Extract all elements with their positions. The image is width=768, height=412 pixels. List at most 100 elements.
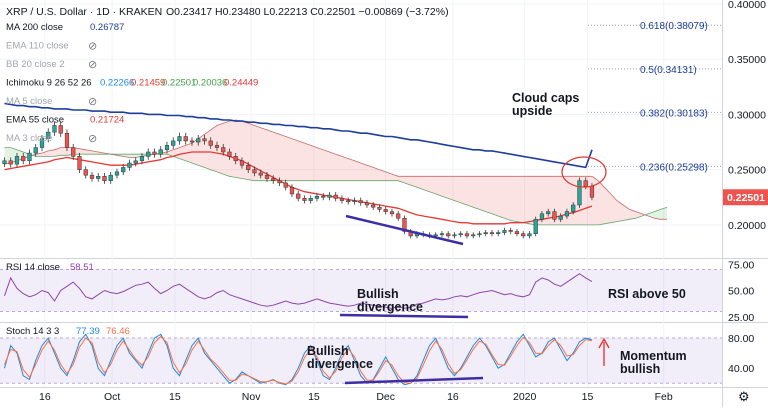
candle-body xyxy=(521,233,526,237)
candle-body xyxy=(171,140,176,146)
ichimoku-value-3: 0.20036 xyxy=(193,78,227,89)
current-price-tag xyxy=(723,189,768,206)
candle-body xyxy=(233,156,238,162)
annotation-momentum-2: bullish xyxy=(620,362,660,376)
indicator-label-5: EMA 55 close xyxy=(6,115,64,126)
candle-body xyxy=(446,233,451,237)
candle-body xyxy=(577,180,582,206)
candle-body xyxy=(364,202,370,206)
candle-body xyxy=(539,213,545,220)
annotation-stoch-div-2: divergence xyxy=(307,357,373,371)
candle-body xyxy=(458,233,463,236)
rsi-legend-value: 58.51 xyxy=(70,262,94,273)
settings-gear-icon: ⚙ xyxy=(738,389,750,404)
indicator-label-2: BB 20 close 2 xyxy=(6,59,65,70)
stoch-tick-label-1: 40.00 xyxy=(728,363,754,375)
candle-body xyxy=(77,156,82,170)
annotation-cloud-2: upside xyxy=(512,104,552,118)
candle-body xyxy=(33,147,38,154)
ichimoku-span-b xyxy=(4,147,668,226)
hidden-eye-icon-6: ⊘ xyxy=(88,133,97,145)
candle-body xyxy=(383,209,388,212)
axes-layer: 16 Oct 15 Nov 15 Dec 16 2020 15 Feb 0.40000 0.35000… xyxy=(39,0,768,404)
candle-body xyxy=(489,232,495,234)
candle-body xyxy=(514,231,520,234)
ichimoku-cloud-0 xyxy=(4,147,36,165)
stoch-divergence-line xyxy=(344,376,484,385)
candle-body xyxy=(352,200,357,202)
candle-body xyxy=(208,140,213,146)
price-tick-label-0: 0.40000 xyxy=(728,0,766,11)
candle-body xyxy=(127,162,132,168)
candle-body xyxy=(477,233,482,236)
candle-body xyxy=(214,145,220,148)
candle-body xyxy=(8,160,13,165)
indicator-label-3: Ichimoku 9 26 52 26 xyxy=(6,78,92,89)
candle-body xyxy=(52,125,57,133)
ohlc-readout: O0.23417 H0.23480 L0.22213 C0.22501 −0.0… xyxy=(166,6,449,18)
highlight-circle xyxy=(561,156,607,188)
candle-body xyxy=(27,152,32,162)
x-tick-label-4: 15 xyxy=(308,391,320,403)
ichimoku-value-0: 0.22266 xyxy=(100,78,134,89)
candle-body xyxy=(58,125,63,134)
candle-body xyxy=(508,230,513,232)
ichimoku-value-4: 0.24449 xyxy=(224,78,258,89)
price-tick-label-1: 0.35000 xyxy=(728,54,766,66)
annotation-momentum-1: Momentum xyxy=(620,349,687,363)
indicator-value-5: 0.21724 xyxy=(90,115,124,126)
stoch-legend-d: 76.46 xyxy=(106,326,130,337)
candle-body xyxy=(114,171,120,176)
candle-body xyxy=(189,140,195,143)
stoch-legend-label: Stoch 14 3 3 xyxy=(6,326,59,337)
candle-body xyxy=(452,234,457,237)
candle-body xyxy=(89,174,95,179)
x-tick-label-8: 15 xyxy=(582,391,594,403)
candle-body xyxy=(346,200,351,202)
x-tick-label-2: 15 xyxy=(169,391,181,403)
candle-body xyxy=(546,211,551,215)
candle-body xyxy=(139,156,145,162)
annotation-stoch-div-1: Bullish xyxy=(307,344,349,358)
legend-layer: XRP / U.S. Dollar · 1D · KRAKEN O0.23417… xyxy=(6,6,449,337)
x-tick-label-7: 2020 xyxy=(513,391,537,403)
x-tick-label-0: 16 xyxy=(39,391,51,403)
candle-body xyxy=(571,204,576,212)
indicator-label-0: MA 200 close xyxy=(6,22,63,33)
candle-body xyxy=(464,233,470,237)
candle-body xyxy=(471,234,476,237)
momentum-arrow-head xyxy=(598,337,610,349)
ichimoku-cloud-103 xyxy=(648,207,667,220)
candle-body xyxy=(589,185,595,198)
candle-body xyxy=(158,149,163,155)
candle-body xyxy=(183,136,188,142)
price-tick-label-3: 0.25000 xyxy=(728,165,766,177)
current-price-label: 0.22501 xyxy=(727,192,765,204)
candle-body xyxy=(96,176,101,179)
candle-body xyxy=(252,169,257,174)
annotation-rsi-above: RSI above 50 xyxy=(608,287,686,301)
candle-body xyxy=(277,180,282,184)
x-tick-label-9: Feb xyxy=(655,391,673,403)
x-tick-label-1: Oct xyxy=(104,391,120,403)
rsi-band xyxy=(0,269,722,312)
candle-body xyxy=(321,195,326,198)
candle-body xyxy=(502,230,507,233)
candle-body xyxy=(483,232,488,234)
hidden-eye-icon-1: ⊘ xyxy=(88,41,97,53)
stoch-line-D xyxy=(4,335,593,385)
candle-body xyxy=(64,132,70,148)
candle-body xyxy=(377,206,382,210)
candle-body xyxy=(314,195,320,199)
candle-body xyxy=(558,215,563,220)
candle-body xyxy=(296,193,301,199)
candle-body xyxy=(402,217,407,232)
candle-body xyxy=(102,176,107,181)
ichimoku-span-a xyxy=(4,119,667,220)
candle-body xyxy=(239,160,245,166)
hidden-eye-icon-4: ⊘ xyxy=(88,96,97,108)
chart-title: XRP / U.S. Dollar · 1D · KRAKEN xyxy=(6,6,162,18)
annotation-cloud-1: Cloud caps xyxy=(512,91,579,105)
